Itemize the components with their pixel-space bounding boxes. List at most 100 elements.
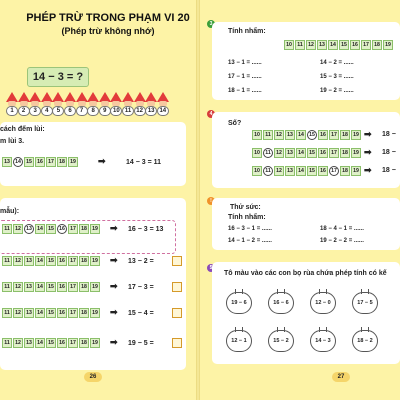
page-number-right: 27 (332, 372, 350, 382)
number-cell: 19 (383, 40, 393, 50)
gnome-hat-icon (122, 92, 134, 102)
number-cell: 10 (252, 130, 262, 140)
number-cell: 18 (340, 130, 350, 140)
gnome-number: 7 (75, 106, 88, 116)
gnome-face-icon (135, 101, 144, 106)
gnome-figure: 14 (156, 92, 169, 116)
page-number-left: 26 (84, 372, 102, 382)
number-cell: 19 (90, 282, 100, 292)
number-cell: 16 (57, 338, 67, 348)
gnome-figure: 5 (52, 92, 65, 116)
number-cell: 18 (79, 282, 89, 292)
gnome-hat-icon (29, 92, 42, 102)
book-spine (196, 0, 200, 400)
gnome-hat-icon (75, 92, 88, 102)
number-cell: 11 (295, 40, 305, 50)
number-cell: 13 (24, 308, 34, 318)
ladybug[interactable]: 16 − 6 (268, 289, 294, 314)
gnome-figure: 8 (87, 92, 100, 116)
number-cell: 19 (90, 308, 100, 318)
exercise-badge: 5 (207, 264, 215, 272)
challenge-card: Thử sức: Tính nhẩm: 16 − 3 − 1 = ...... 1… (212, 198, 400, 250)
number-cell: 12 (13, 282, 23, 292)
gnome-figure: 11 (122, 92, 134, 116)
arrow-icon: ➡ (110, 307, 118, 317)
gnome-number: 10 (110, 106, 123, 116)
card1-line2: m lùi 3. (0, 138, 25, 145)
ladybug[interactable]: 15 − 2 (268, 327, 294, 352)
ex3-label: Thử sức: (230, 204, 261, 211)
gnome-face-icon (42, 101, 51, 106)
answer-box[interactable] (172, 338, 182, 348)
answer-box[interactable] (172, 308, 182, 318)
number-cell: 14 (35, 282, 45, 292)
gnome-figure: 10 (110, 92, 123, 116)
number-cell: 19 (68, 157, 78, 167)
number-cell: 18 (340, 148, 350, 158)
number-cell: 14 (328, 40, 338, 50)
page-subtitle: (Phép trừ không nhớ) (61, 26, 155, 36)
gnome-face-icon (8, 101, 16, 106)
number-cell: 10 (284, 40, 294, 50)
number-cell: 13 (285, 148, 295, 158)
gnome-figure: 7 (75, 92, 88, 116)
number-strip: 11 12 13 14 15 16 17 18 19 (2, 308, 101, 318)
number-cell: 13 (285, 166, 295, 176)
ex4-label: Tô màu vào các con bọ rùa chứa phép tính… (224, 270, 387, 277)
number-cell: 13 (317, 40, 327, 50)
number-cell: 11 (263, 148, 273, 158)
number-cell: 16 (318, 130, 328, 140)
number-cell: 11 (263, 166, 273, 176)
equation-right: 19 − 2 − 2 = ...... (320, 238, 364, 244)
number-cell: 10 (252, 166, 262, 176)
equation-left: 18 − 1 = ...... (228, 88, 262, 94)
ladybug[interactable]: 12 − 0 (310, 289, 336, 314)
number-cell: 12 (306, 40, 316, 50)
number-cell: 11 (2, 308, 12, 318)
gnome-number: 14 (156, 106, 169, 116)
gnome-face-icon (147, 101, 156, 106)
arrow-icon: ➡ (364, 129, 372, 139)
ladybug-card: Tô màu vào các con bọ rùa chứa phép tính… (212, 262, 400, 364)
arrow-icon: ➡ (110, 255, 118, 265)
number-cell: 15 (307, 148, 317, 158)
number-cell: 11 (263, 130, 273, 140)
partial-expression: 18 − (382, 131, 396, 138)
number-cell: 13 (24, 338, 34, 348)
ex1-label: Tính nhẩm: (228, 28, 266, 35)
number-cell: 17 (68, 256, 78, 266)
arrow-icon: ➡ (364, 165, 372, 175)
number-cell: 17 (329, 166, 339, 176)
card2-label: mẫu): (0, 208, 20, 215)
number-cell: 19 (351, 166, 361, 176)
answer-box[interactable] (172, 256, 182, 266)
gnome-face-icon (54, 101, 63, 106)
gnome-hat-icon (17, 92, 30, 102)
number-strip: 11 12 13 14 15 16 17 18 19 (2, 338, 101, 348)
number-cell: 14 (296, 166, 306, 176)
gnome-number: 12 (133, 106, 146, 116)
number-cell: 18 (372, 40, 382, 50)
number-cell: 16 (57, 282, 67, 292)
answer-box[interactable] (172, 282, 182, 292)
gnome-figure: 6 (64, 92, 76, 116)
number-cell: 17 (329, 148, 339, 158)
gnome-row: 1 2 3 4 5 6 7 8 9 10 11 12 13 14 (6, 92, 169, 118)
ladybug[interactable]: 12 − 1 (226, 327, 252, 352)
gnome-hat-icon (52, 92, 65, 102)
number-cell: 17 (361, 40, 371, 50)
ladybug[interactable]: 18 − 2 (352, 327, 378, 352)
number-strip: 10 11 12 13 14 15 16 17 18 19 (252, 148, 362, 158)
number-strip: 11 12 13 14 15 16 17 18 19 (2, 256, 101, 266)
number-strip: 11 12 13 14 15 16 17 18 19 (2, 224, 101, 234)
gnome-figure: 13 (145, 92, 158, 116)
number-cell: 19 (90, 224, 100, 234)
ladybug[interactable]: 14 − 3 (310, 327, 336, 352)
number-cell: 19 (90, 338, 100, 348)
gnome-face-icon (100, 101, 109, 106)
ladybug[interactable]: 17 − 5 (352, 289, 378, 314)
ladybug[interactable]: 19 − 6 (226, 289, 252, 314)
gnome-hat-icon (64, 92, 76, 102)
number-strip: 10 11 12 13 14 15 16 17 18 19 (252, 166, 362, 176)
number-cell: 14 (35, 308, 45, 318)
